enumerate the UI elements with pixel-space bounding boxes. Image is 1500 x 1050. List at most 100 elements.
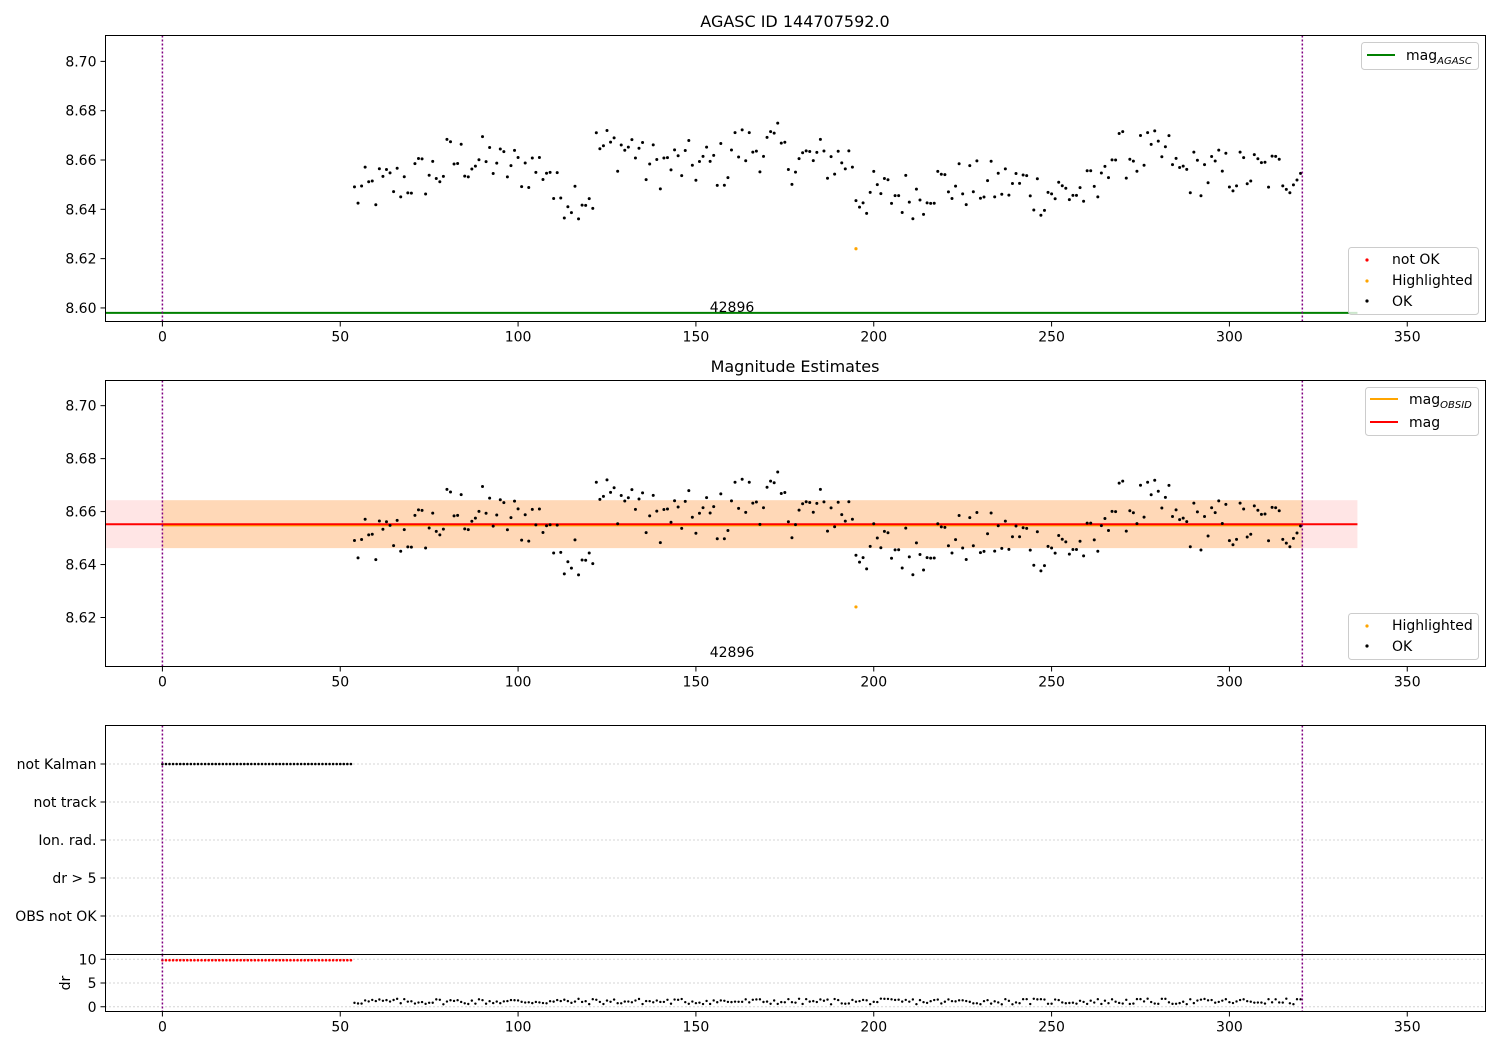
ok-point <box>641 141 645 145</box>
ok-point <box>1018 535 1022 539</box>
ok-point <box>619 143 623 147</box>
dr-point <box>1249 1000 1252 1003</box>
ok-point <box>1259 512 1263 516</box>
dr-point <box>1046 1002 1050 1005</box>
x-tick-label: 300 <box>1216 330 1243 346</box>
dr-point <box>1206 999 1210 1002</box>
dr-point <box>459 1000 463 1004</box>
ok-point <box>1117 481 1121 485</box>
x-tick-label: 350 <box>1394 330 1421 346</box>
ok-point <box>1082 199 1086 203</box>
ok-point <box>826 529 830 533</box>
dr-point <box>744 998 747 1001</box>
ok-point <box>847 500 851 504</box>
dr-point <box>851 998 854 1002</box>
highlighted-point <box>854 247 858 251</box>
dr-point <box>1203 997 1206 1001</box>
ok-point <box>854 199 858 203</box>
ok-point <box>1199 194 1203 198</box>
dr-point <box>1153 1002 1156 1005</box>
ok-point <box>811 159 815 163</box>
ok-point <box>1210 506 1214 510</box>
ok-point <box>505 528 509 532</box>
ok-point <box>922 568 926 572</box>
ok-point <box>1046 190 1050 194</box>
ok-point <box>392 190 396 194</box>
dr-point <box>1018 1001 1021 1005</box>
ok-point <box>530 156 534 160</box>
dr-point <box>815 1000 819 1004</box>
not-ok-legend-label: not OK <box>1392 252 1440 268</box>
dr-not-ok-point <box>203 958 207 962</box>
ok-point <box>989 511 993 515</box>
ok-point <box>1195 510 1199 514</box>
ok-point <box>890 201 894 205</box>
ok-point <box>818 137 822 141</box>
ok-point <box>509 164 513 168</box>
dr-point <box>1171 1002 1174 1006</box>
ok-point <box>658 541 662 545</box>
dr-point <box>1281 1001 1284 1004</box>
ok-point <box>904 173 908 177</box>
dr-point <box>993 1000 996 1003</box>
ok-point <box>680 526 684 530</box>
ok-point <box>754 149 758 153</box>
ok-point <box>498 147 502 151</box>
dr-point <box>1057 998 1060 1002</box>
ok-point <box>587 197 591 201</box>
ok-point <box>662 507 666 511</box>
x-tick-label: 50 <box>331 330 349 346</box>
ok-point <box>879 546 883 550</box>
ok-point <box>1174 508 1178 512</box>
dr-point <box>1292 1002 1295 1006</box>
dr-point <box>623 1000 626 1003</box>
dr-point <box>684 1000 687 1004</box>
dr-point <box>772 999 776 1002</box>
ok-point <box>1039 569 1043 573</box>
ok-point <box>786 520 790 524</box>
ok-point <box>794 170 797 174</box>
dr-not-ok-point <box>317 958 321 962</box>
ok-point <box>445 487 449 491</box>
ok-point <box>811 510 815 514</box>
not-kalman-point <box>328 762 331 766</box>
magnitude-estimates-panel: Magnitude Estimates 42896 0 50 100 150 200 25… <box>65 357 1486 691</box>
ok-point <box>932 556 936 560</box>
dr-point <box>442 1003 445 1006</box>
dr-point <box>1278 1001 1281 1004</box>
ok-point <box>1185 167 1189 171</box>
dr-not-ok-point <box>335 958 338 962</box>
ok-point <box>875 183 879 187</box>
ok-point <box>488 496 492 500</box>
dr-point <box>819 998 822 1001</box>
ok-point <box>1007 193 1011 197</box>
ok-point <box>1014 524 1018 528</box>
ok-point <box>893 548 897 552</box>
ok-point <box>1192 150 1196 154</box>
ok-point <box>815 150 819 154</box>
ok-point <box>598 147 602 151</box>
dr-point <box>854 1000 858 1003</box>
not-kalman-point <box>321 762 324 766</box>
ok-point <box>936 522 940 526</box>
ok-point <box>573 538 577 542</box>
ok-point <box>1274 154 1278 158</box>
dr-point <box>1146 997 1149 1000</box>
ok-point <box>598 497 602 501</box>
ok-point <box>427 526 431 530</box>
ok-point <box>473 164 477 168</box>
dr-point <box>740 1000 744 1004</box>
not-kalman-point <box>314 762 317 766</box>
ok-point <box>1291 536 1295 540</box>
ok-point <box>712 153 716 157</box>
ok-point <box>516 507 520 511</box>
ok-point <box>1078 186 1082 190</box>
dr-point <box>936 998 939 1001</box>
dr-point <box>630 1001 634 1004</box>
ok-point <box>719 142 723 146</box>
ok-point <box>1082 554 1086 558</box>
dr-y-tick-label: 5 <box>88 976 97 992</box>
ok-point <box>1014 171 1018 175</box>
ok-point <box>523 513 527 517</box>
ok-point <box>1110 509 1114 513</box>
